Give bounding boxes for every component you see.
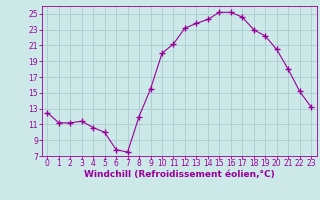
X-axis label: Windchill (Refroidissement éolien,°C): Windchill (Refroidissement éolien,°C) bbox=[84, 170, 275, 179]
